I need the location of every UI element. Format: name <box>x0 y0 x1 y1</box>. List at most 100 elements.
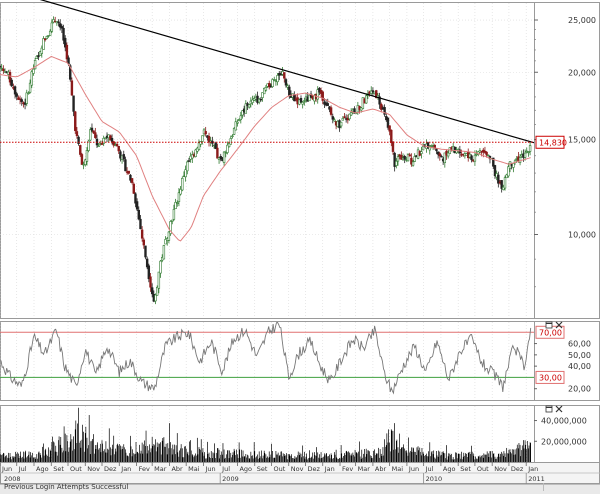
candle-body <box>261 92 264 98</box>
close-icon[interactable] <box>555 405 563 413</box>
candle-body <box>187 160 191 162</box>
candle-body <box>157 271 161 289</box>
last-value-box <box>535 135 565 149</box>
candle-body <box>247 104 251 108</box>
candle-body <box>155 286 159 296</box>
candle-body <box>492 157 495 167</box>
candle-body <box>137 209 140 220</box>
candle-body <box>341 118 345 121</box>
candle-body <box>112 141 115 146</box>
candle-body <box>57 21 60 24</box>
volume-bars <box>0 407 532 462</box>
candle-body <box>27 92 30 95</box>
candle-body <box>236 121 239 124</box>
candle-body <box>13 86 17 95</box>
candle-body <box>94 132 97 138</box>
vol-tick-label-1: 40,000,000 <box>541 417 587 426</box>
candle-body <box>403 156 406 160</box>
status-text: Previous Login Attempts Successful <box>4 483 129 491</box>
candle-body <box>421 145 425 151</box>
candle-body <box>426 142 430 149</box>
candle-body <box>47 35 50 37</box>
price-tick-label-2: 15,000 <box>568 136 596 145</box>
candle-body <box>122 154 125 160</box>
candle-body <box>388 125 391 132</box>
x-month-label-19: Jan <box>324 465 335 473</box>
candle-body <box>276 75 279 83</box>
close-icon-stroke <box>555 321 563 329</box>
candle-body <box>527 151 530 154</box>
candle-body <box>77 136 80 144</box>
candle-body <box>264 87 268 91</box>
x-month-label-26: Ago <box>443 465 456 473</box>
candle-body <box>139 218 142 230</box>
candle-body <box>512 163 515 168</box>
candle-body <box>130 178 134 183</box>
candle-body <box>440 155 443 158</box>
candle-body <box>279 74 283 76</box>
candle-body <box>43 38 47 41</box>
candle-body <box>89 129 92 141</box>
candle-body <box>167 231 171 241</box>
candle-body <box>239 115 243 120</box>
candle-body <box>227 143 231 148</box>
candle-body <box>59 23 62 28</box>
candle-body <box>15 93 18 97</box>
candle-body <box>393 152 396 167</box>
maximize-icon[interactable] <box>545 405 553 413</box>
candle-body <box>316 89 319 100</box>
x-month-label-12: Jun <box>204 465 215 473</box>
x-month-label-25: Jul <box>425 465 434 473</box>
x-month-label-31: Jan <box>527 465 538 473</box>
candle-body <box>214 142 217 150</box>
x-month-label-21: Mar <box>358 465 371 473</box>
candle-body <box>283 72 286 79</box>
candle-body <box>343 116 346 118</box>
x-month-label-2: Ago <box>36 465 49 473</box>
candle-body <box>503 177 507 189</box>
candle-body <box>72 95 75 112</box>
osc-tick-label-1: 40,00 <box>568 362 591 371</box>
x-month-label-16: Out <box>273 465 285 473</box>
candle-body <box>74 111 77 131</box>
candle-body <box>410 157 413 165</box>
candle-body <box>45 36 49 39</box>
x-month-label-3: Set <box>53 465 64 473</box>
candle-body <box>117 145 120 152</box>
candle-body <box>349 112 353 116</box>
candle-body <box>383 107 386 115</box>
candle-body <box>181 178 184 191</box>
candle-body <box>174 201 177 209</box>
x-month-label-10: Abr <box>171 465 183 473</box>
candle-body <box>360 107 363 111</box>
candle-body <box>67 57 70 65</box>
candle-body <box>232 128 236 135</box>
x-month-label-5: Nov <box>87 465 100 473</box>
candle-body <box>241 110 244 116</box>
candle-body <box>194 149 197 157</box>
candle-body <box>371 90 375 93</box>
x-month-label-30: Dez <box>511 465 524 473</box>
candle-body <box>104 137 107 140</box>
close-icon[interactable] <box>555 321 563 329</box>
candle-body <box>331 116 334 120</box>
osc-lower-level-label: 30,00 <box>539 373 562 382</box>
candle-body <box>92 130 95 134</box>
maximize-icon[interactable] <box>545 321 553 329</box>
candle-body <box>413 156 416 162</box>
close-icon-stroke <box>555 405 563 413</box>
x-month-label-13: Jul <box>221 465 230 473</box>
candle-body <box>60 26 64 29</box>
x-year-label-1: 2009 <box>222 475 239 483</box>
candle-body <box>150 287 154 295</box>
candle-body <box>79 145 82 155</box>
chart-canvas: 25,000 20,000 15,000 10,000 14,830 20,00 40,00… <box>0 0 600 484</box>
candle-body <box>485 151 488 156</box>
candle-body <box>435 148 438 152</box>
candle-body <box>386 117 390 128</box>
candle-body <box>523 152 527 158</box>
candle-body <box>199 141 202 145</box>
candle-body <box>37 55 40 58</box>
candle-body <box>348 113 351 120</box>
